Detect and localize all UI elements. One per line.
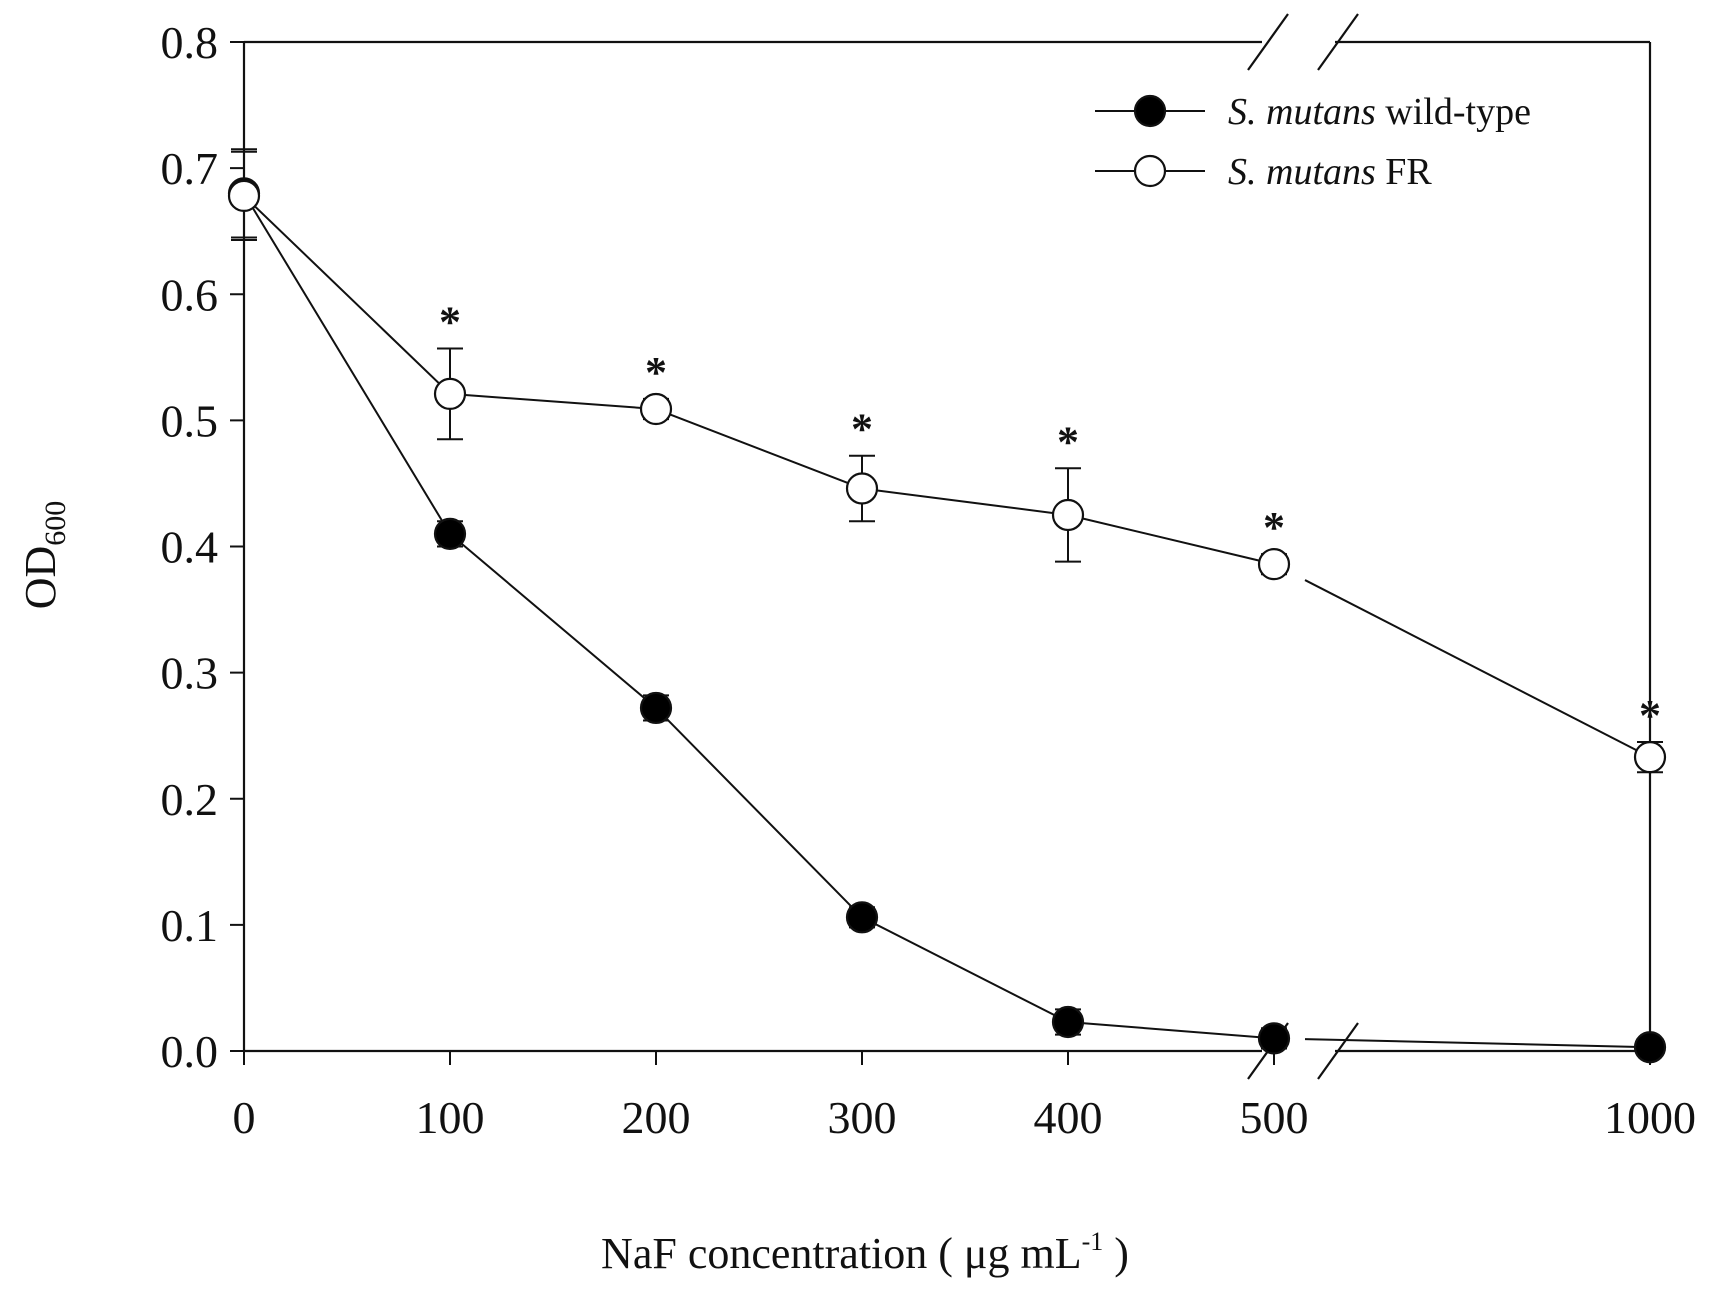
y-tick-label-0: 0.0 — [161, 1026, 219, 1077]
series-0-segment-after-break — [1304, 1038, 1651, 1049]
y-axis-title-sub: 600 — [39, 501, 72, 546]
x-tick-label-5: 500 — [1240, 1092, 1309, 1143]
legend-marker-0 — [1133, 94, 1167, 128]
x-axis-title-main: NaF concentration ( — [601, 1229, 953, 1278]
series-0-point-4 — [1051, 1005, 1085, 1039]
y-tick-label-3: 0.3 — [161, 648, 219, 699]
y-axis-title: OD600 — [16, 501, 72, 610]
series-0 — [227, 148, 1667, 1064]
x-axis-title: NaF concentration ( μg mL-1 ) — [601, 1211, 1129, 1278]
y-axis: 0.0 0.1 0.2 0.3 0.4 0.5 0.6 0.7 0.8 — [161, 17, 244, 1077]
significance-star-3: * — [851, 405, 873, 454]
x-tick-label-3: 300 — [828, 1092, 897, 1143]
series-0-point-6 — [1633, 1031, 1667, 1064]
series-1-point-2 — [639, 392, 673, 426]
legend-label-0: S. mutans wild-type — [1228, 91, 1531, 133]
series-layer: * * * * * * — [227, 148, 1667, 1064]
significance-star-2: * — [645, 348, 667, 397]
series-1-point-0 — [227, 179, 261, 212]
legend-label-italic-0: S. mutans — [1228, 91, 1385, 133]
series-1-point-6 — [1633, 741, 1667, 774]
y-tick-label-7: 0.7 — [161, 143, 219, 194]
x-axis-title-close: ) — [1114, 1229, 1129, 1278]
x-axis-title-mu: μg — [964, 1229, 1010, 1278]
series-0-point-3 — [845, 901, 879, 934]
series-0-line — [243, 192, 1275, 1040]
legend-label-rest-0: wild-type — [1385, 91, 1531, 133]
y-axis-title-main: OD — [16, 546, 65, 610]
y-tick-label-4: 0.4 — [161, 522, 219, 573]
series-1-point-5 — [1257, 548, 1291, 581]
significance-star-4: * — [1057, 417, 1079, 466]
y-tick-label-2: 0.2 — [161, 774, 219, 825]
x-tick-label-1: 100 — [416, 1092, 485, 1143]
significance-star-1: * — [439, 297, 461, 346]
significance-star-6: * — [1639, 691, 1661, 740]
y-tick-label-6: 0.6 — [161, 269, 219, 320]
y-tick-label-5: 0.5 — [161, 395, 219, 446]
x-tick-label-6: 1000 — [1604, 1092, 1696, 1143]
x-axis: 0 100 200 300 400 500 1000 — [233, 1051, 1696, 1143]
axis-break-bottom-1 — [1317, 1022, 1359, 1080]
series-1-point-4 — [1051, 498, 1085, 532]
legend-label-1: S. mutans FR — [1228, 151, 1432, 193]
axis-break-top-0 — [1247, 13, 1289, 71]
series-1-point-3 — [845, 472, 879, 505]
significance-star-5: * — [1263, 503, 1285, 552]
series-1: * * * * * * — [227, 150, 1667, 774]
axis-break-top-1 — [1317, 13, 1359, 71]
series-0-point-2 — [639, 691, 673, 725]
x-tick-label-2: 200 — [622, 1092, 691, 1143]
x-tick-label-4: 400 — [1034, 1092, 1103, 1143]
x-axis-title-sup: -1 — [1082, 1227, 1104, 1256]
legend-label-italic-1: S. mutans — [1228, 151, 1385, 193]
series-1-point-1 — [433, 377, 467, 410]
series-0-point-1 — [433, 517, 467, 550]
legend-label-rest-1: FR — [1385, 151, 1432, 193]
series-0-point-5 — [1257, 1022, 1291, 1055]
series-1-segment-after-break — [1304, 579, 1651, 759]
x-axis-title-unit: mL — [1021, 1229, 1082, 1278]
x-tick-label-0: 0 — [233, 1092, 256, 1143]
series-1-line — [243, 195, 1275, 566]
legend-marker-1 — [1133, 154, 1167, 188]
y-tick-label-8: 0.8 — [161, 17, 219, 68]
y-tick-label-1: 0.1 — [161, 900, 219, 951]
